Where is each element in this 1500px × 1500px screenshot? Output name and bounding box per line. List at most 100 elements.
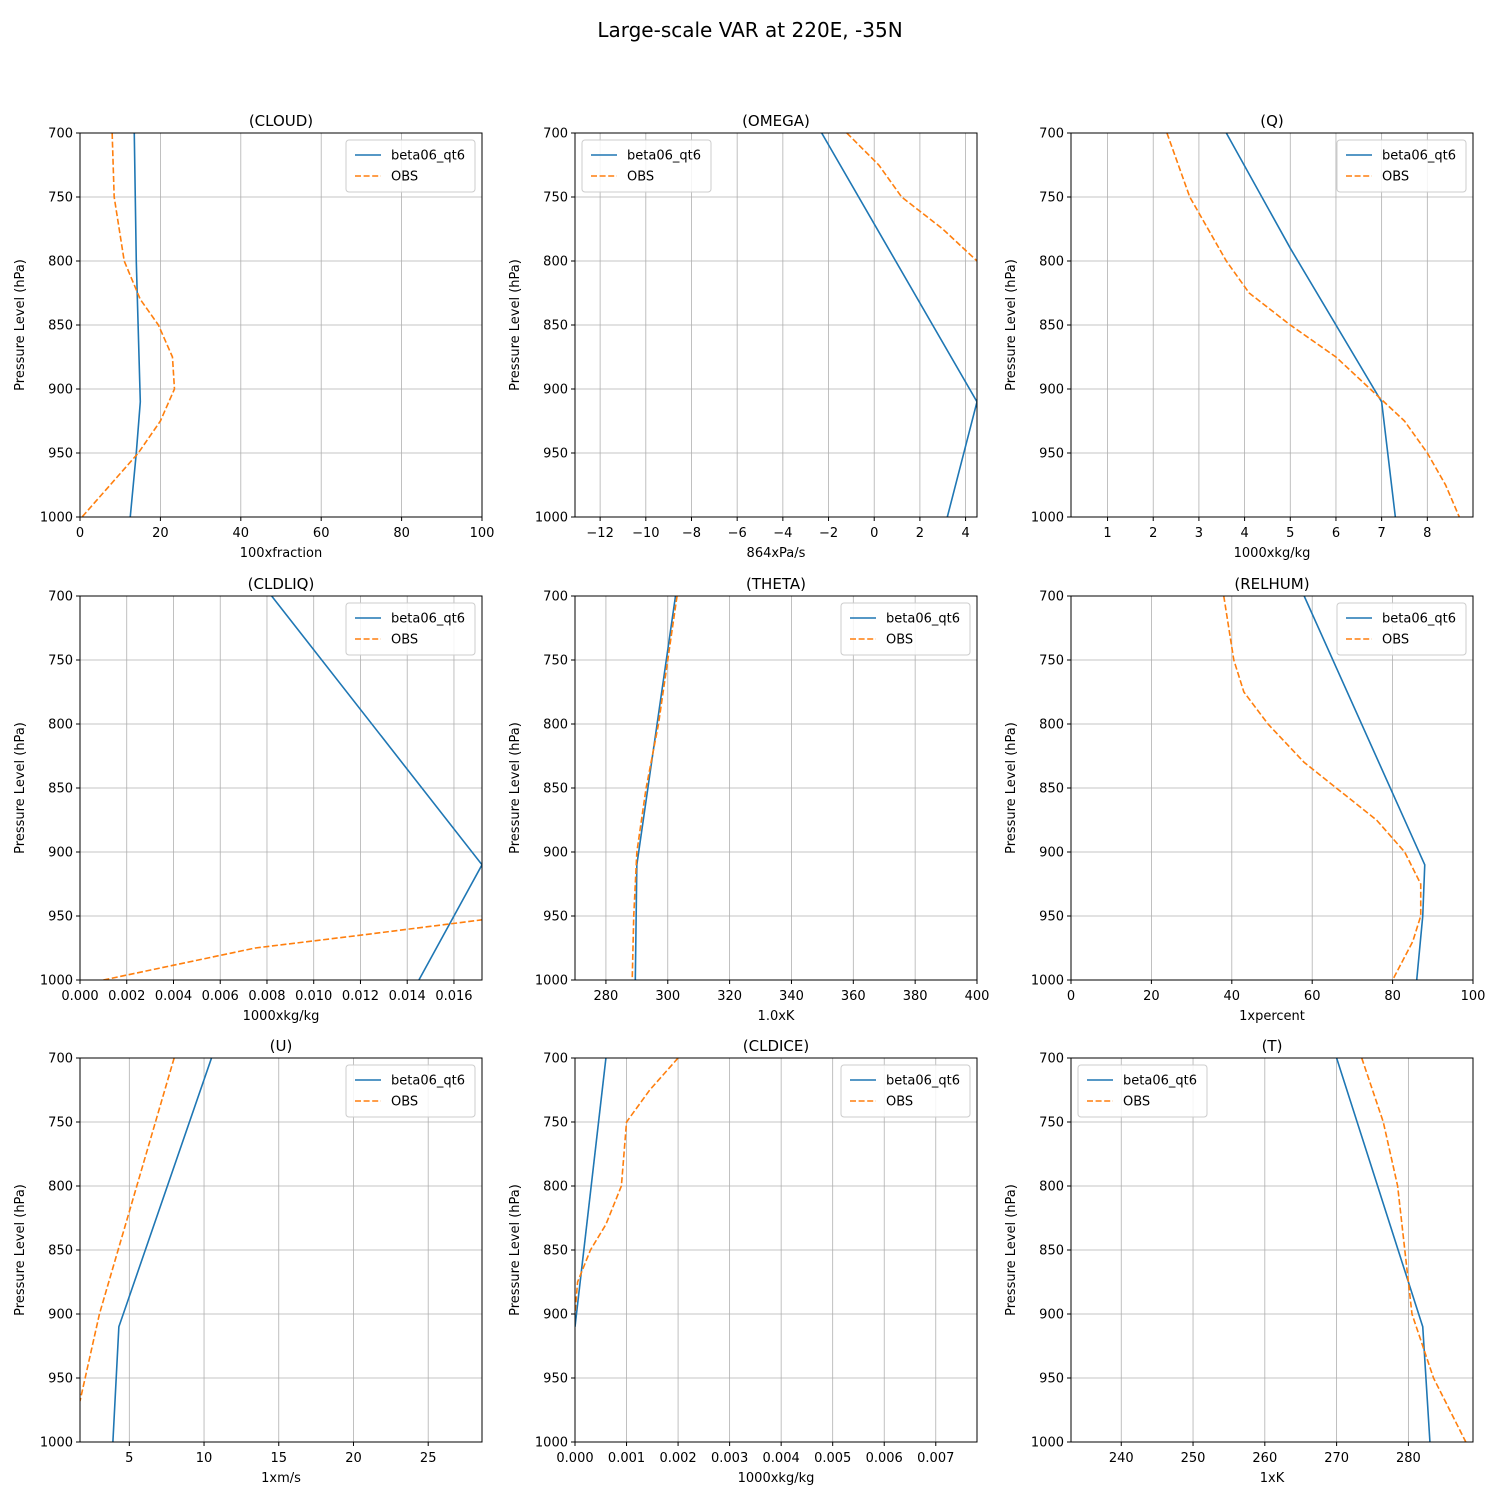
legend-label-beta06_qt6: beta06_qt6 (1382, 612, 1456, 627)
y-tick-label: 800 (1039, 255, 1064, 270)
x-tick-label: 0.008 (248, 989, 285, 1004)
y-tick-label: 900 (543, 846, 568, 861)
series-line-beta06_qt6 (820, 133, 977, 517)
y-tick-label: 700 (1039, 127, 1064, 142)
legend-label-obs: OBS (391, 633, 418, 648)
x-tick-label: 1 (1103, 526, 1111, 541)
x-tick-label: 10 (196, 1451, 213, 1466)
series-line-beta06_qt6 (271, 596, 482, 980)
x-tick-label: 80 (393, 526, 410, 541)
y-tick-label: 800 (48, 1180, 73, 1195)
x-tick-label: 280 (594, 989, 619, 1004)
legend-label-beta06_qt6: beta06_qt6 (391, 149, 465, 164)
x-axis-label: 864xPa/s (747, 546, 806, 561)
x-tick-label: 40 (233, 526, 250, 541)
x-tick-label: −4 (773, 526, 792, 541)
x-axis-label: 1000xkg/kg (738, 1471, 815, 1486)
legend-box (840, 602, 971, 656)
x-tick-label: 0.002 (659, 1451, 696, 1466)
series-line-obs (1222, 596, 1422, 980)
legend-box (345, 1064, 476, 1118)
x-tick-label: 260 (1252, 1451, 1277, 1466)
x-axis-label: 1000xkg/kg (1234, 546, 1311, 561)
y-tick-label: 700 (543, 127, 568, 142)
legend-label-beta06_qt6: beta06_qt6 (1382, 149, 1456, 164)
x-tick-label: 6 (1332, 526, 1340, 541)
panel-title: (OMEGA) (742, 112, 810, 130)
legend-label-beta06_qt6: beta06_qt6 (886, 612, 960, 627)
y-tick-label: 850 (543, 782, 568, 797)
series-line-obs (575, 1058, 679, 1315)
y-tick-label: 750 (543, 1116, 568, 1131)
x-tick-label: 2 (916, 526, 924, 541)
x-tick-label: 0.000 (556, 1451, 593, 1466)
panel-q: 1 2 3 4 5 6 7 8 700 750 800 850 900 950 1000 (Q) 1000xkg… (1004, 112, 1474, 561)
x-tick-label: 5 (125, 1451, 133, 1466)
x-tick-label: 0.007 (917, 1451, 954, 1466)
y-tick-label: 900 (1039, 1308, 1064, 1323)
legend: beta06_qt6 OBS (345, 602, 476, 656)
x-tick-label: 0.006 (202, 989, 239, 1004)
legend: beta06_qt6 OBS (1077, 1064, 1208, 1118)
legend-label-obs: OBS (886, 633, 913, 648)
x-tick-label: −8 (682, 526, 701, 541)
x-tick-label: 0.004 (155, 989, 192, 1004)
y-tick-label: 950 (543, 1372, 568, 1387)
legend-box (345, 602, 476, 656)
y-axis-label: Pressure Level (hPa) (508, 259, 523, 391)
y-tick-label: 900 (543, 1308, 568, 1323)
panel-title: (RELHUM) (1234, 575, 1309, 593)
legend: beta06_qt6 OBS (840, 1064, 971, 1118)
x-tick-label: 0.012 (342, 989, 379, 1004)
x-axis-label: 1xpercent (1239, 1009, 1305, 1024)
y-axis-label: Pressure Level (hPa) (13, 259, 28, 391)
x-tick-label: 340 (779, 989, 804, 1004)
x-tick-label: 0.006 (866, 1451, 903, 1466)
y-tick-label: 800 (543, 255, 568, 270)
x-tick-label: 25 (420, 1451, 437, 1466)
y-tick-label: 700 (48, 127, 73, 142)
panel-cloud: 0 20 40 60 80 100 700 750 800 850 900 950 1000 (CLOUD… (13, 112, 494, 561)
legend-box (345, 139, 476, 193)
y-tick-label: 850 (48, 782, 73, 797)
y-tick-label: 750 (1039, 191, 1064, 206)
x-tick-label: 20 (1143, 989, 1160, 1004)
legend: beta06_qt6 OBS (345, 1064, 476, 1118)
y-tick-label: 800 (1039, 1180, 1064, 1195)
y-tick-label: 1000 (40, 974, 73, 989)
x-tick-label: 60 (1304, 989, 1321, 1004)
y-tick-label: 1000 (40, 511, 73, 526)
y-tick-label: 800 (48, 255, 73, 270)
y-tick-label: 950 (543, 447, 568, 462)
y-tick-label: 1000 (40, 1436, 73, 1451)
x-tick-label: 0.001 (608, 1451, 645, 1466)
x-tick-label: 4 (1240, 526, 1248, 541)
y-tick-label: 750 (1039, 1116, 1064, 1131)
panel-t: 240 250 260 270 280 700 750 800 850 900 950 1000 (T)… (1004, 1037, 1474, 1486)
series-line-beta06_qt6 (1303, 596, 1426, 980)
series-line-obs (103, 919, 482, 980)
y-tick-label: 850 (1039, 319, 1064, 334)
x-tick-label: 400 (965, 989, 990, 1004)
y-tick-label: 750 (48, 1116, 73, 1131)
series-line-beta06_qt6 (112, 1058, 213, 1442)
y-tick-label: 800 (1039, 718, 1064, 733)
x-tick-label: 4 (961, 526, 969, 541)
x-tick-label: −2 (819, 526, 838, 541)
x-tick-label: 3 (1195, 526, 1203, 541)
x-tick-label: −10 (632, 526, 659, 541)
x-tick-label: 0 (1067, 989, 1075, 1004)
x-tick-label: 0.002 (108, 989, 145, 1004)
y-tick-label: 850 (543, 1244, 568, 1259)
y-tick-label: 700 (1039, 1052, 1064, 1067)
y-tick-label: 700 (48, 590, 73, 605)
legend-label-obs: OBS (627, 170, 654, 185)
legend-label-beta06_qt6: beta06_qt6 (1123, 1074, 1197, 1089)
y-tick-label: 950 (48, 1372, 73, 1387)
panel-cldice: 0.000 0.001 0.002 0.003 0.004 0.005 0.006 0.007… (508, 1037, 978, 1486)
y-tick-label: 900 (48, 383, 73, 398)
y-tick-label: 950 (543, 910, 568, 925)
x-tick-label: 270 (1324, 1451, 1349, 1466)
x-tick-label: 0.000 (61, 989, 98, 1004)
panel-title: (THETA) (746, 575, 806, 593)
